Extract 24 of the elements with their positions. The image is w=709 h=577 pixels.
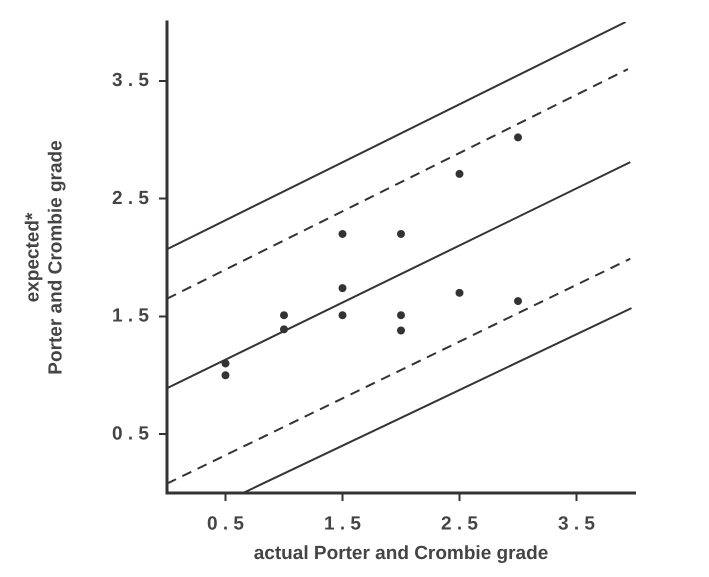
point: [280, 311, 288, 320]
x-tick-label: 3 . 5: [558, 514, 596, 535]
y-axis-title: expected* Porter and Crombie grade: [22, 140, 66, 375]
y-tick-label: 0 . 5: [112, 423, 150, 444]
y-tick-label: 2 . 5: [112, 188, 150, 209]
point: [397, 326, 405, 335]
y-tick-label: 1 . 5: [112, 306, 150, 327]
point: [397, 311, 405, 320]
point: [280, 325, 288, 334]
point: [456, 288, 464, 297]
point: [338, 311, 346, 320]
point: [338, 230, 346, 238]
point: [514, 133, 522, 142]
x-tick-label: 0 . 5: [207, 514, 244, 535]
x-tick-label: 2 . 5: [441, 514, 478, 535]
point: [514, 297, 522, 306]
point: [222, 359, 230, 368]
point: [338, 284, 346, 292]
point: [397, 230, 405, 238]
point: [222, 371, 230, 380]
x-tick-label: 1 . 5: [324, 514, 362, 535]
x-axis-title: actual Porter and Crombie grade: [254, 542, 548, 564]
y-tick-label: 3 . 5: [112, 70, 150, 92]
point: [456, 170, 464, 178]
